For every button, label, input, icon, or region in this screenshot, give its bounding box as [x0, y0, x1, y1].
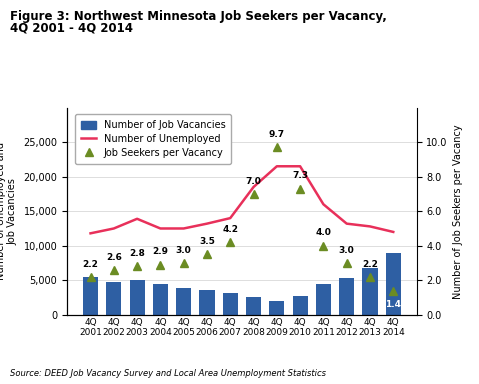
- Legend: Number of Job Vacancies, Number of Unemployed, Job Seekers per Vacancy: Number of Job Vacancies, Number of Unemp…: [75, 114, 231, 164]
- Y-axis label: Number of Unemployed and
Job Vacancies: Number of Unemployed and Job Vacancies: [0, 142, 18, 280]
- Text: 2.2: 2.2: [82, 260, 99, 268]
- Text: 9.7: 9.7: [269, 130, 285, 139]
- Text: 3.0: 3.0: [339, 246, 354, 255]
- Text: 3.5: 3.5: [199, 237, 215, 246]
- Text: 2.8: 2.8: [129, 249, 145, 258]
- Text: 2.6: 2.6: [106, 253, 122, 262]
- Bar: [129, 280, 145, 315]
- Bar: [386, 253, 401, 315]
- Bar: [363, 268, 377, 315]
- Text: 4.0: 4.0: [316, 228, 331, 237]
- Bar: [199, 290, 215, 315]
- Bar: [246, 297, 261, 315]
- Bar: [269, 301, 285, 315]
- Bar: [176, 288, 191, 315]
- Text: 2.2: 2.2: [362, 260, 378, 268]
- Bar: [316, 284, 331, 315]
- Text: 7.3: 7.3: [292, 171, 308, 180]
- Text: 2.9: 2.9: [152, 247, 169, 257]
- Text: 4Q 2001 - 4Q 2014: 4Q 2001 - 4Q 2014: [10, 21, 133, 34]
- Text: 1.4: 1.4: [385, 300, 401, 309]
- Bar: [153, 285, 168, 315]
- Text: Figure 3: Northwest Minnesota Job Seekers per Vacancy,: Figure 3: Northwest Minnesota Job Seeker…: [10, 10, 387, 23]
- Text: 4.2: 4.2: [222, 225, 238, 234]
- Bar: [339, 278, 354, 315]
- Bar: [293, 296, 308, 315]
- Y-axis label: Number of Job Seekers per Vacancy: Number of Job Seekers per Vacancy: [454, 124, 463, 298]
- Text: 7.0: 7.0: [246, 177, 262, 185]
- Text: Source: DEED Job Vacancy Survey and Local Area Unemployment Statistics: Source: DEED Job Vacancy Survey and Loca…: [10, 369, 326, 378]
- Bar: [106, 282, 121, 315]
- Bar: [223, 293, 238, 315]
- Text: 3.0: 3.0: [176, 246, 192, 255]
- Bar: [83, 277, 98, 315]
